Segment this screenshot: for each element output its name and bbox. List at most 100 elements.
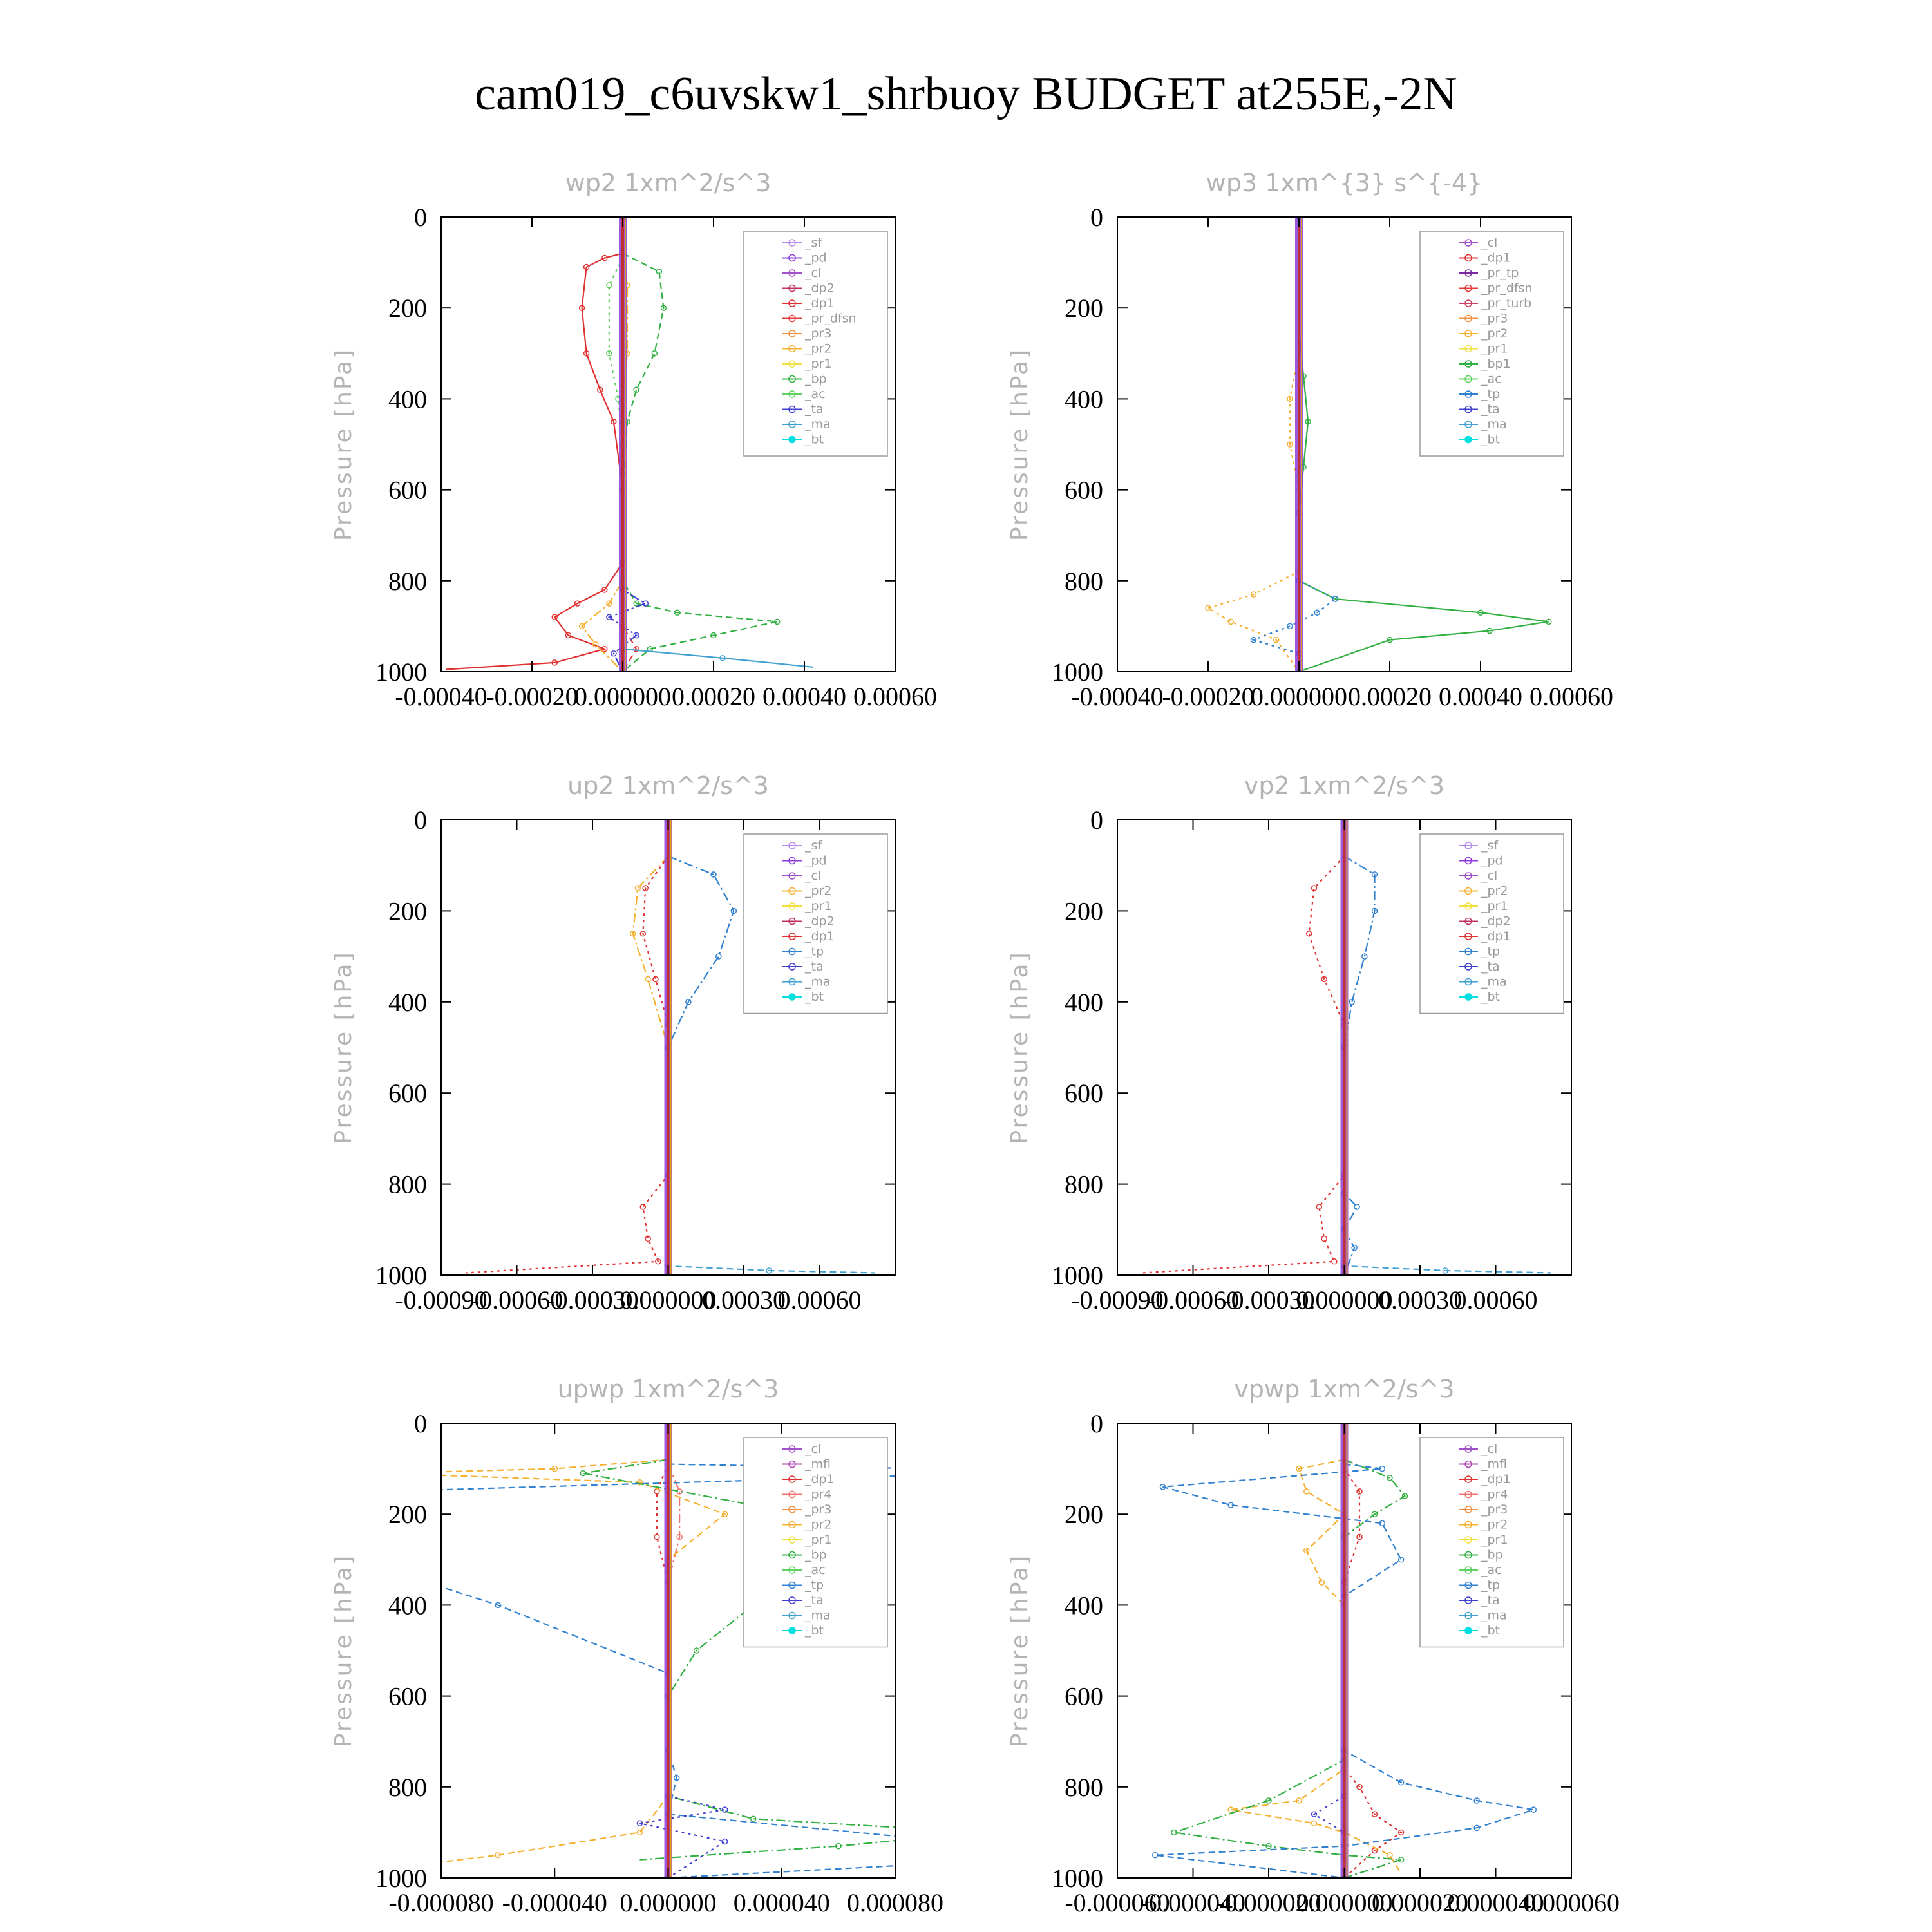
legend-label: _pr4 [1481, 1488, 1508, 1502]
series-marker-pr2 [636, 1479, 643, 1486]
legend-marker-dp1 [1464, 933, 1472, 940]
legend-label: _mfl [1481, 1457, 1507, 1472]
series-marker-pr2 [1205, 605, 1211, 611]
legend-box [1419, 1437, 1564, 1648]
y-tick-label: 800 [1065, 1773, 1103, 1802]
series-marker-bp [1387, 1474, 1393, 1481]
y-axis-label: Pressure [hPa] [330, 951, 357, 1144]
series-marker-dp1 [551, 659, 558, 666]
panel-title: upwp 1xm^2/s^3 [558, 1375, 779, 1403]
legend-marker-bt [788, 435, 796, 444]
series-line-tp [1251, 217, 1337, 672]
y-tick-label: 600 [1065, 1682, 1103, 1711]
legend-marker-ma [788, 1611, 796, 1620]
series-marker-tp [1473, 1797, 1480, 1804]
x-tick-label: -0.00040 [1071, 682, 1163, 711]
legend-marker-dp2 [1464, 917, 1472, 925]
y-tick-label: 1000 [375, 1261, 427, 1290]
y-axis-label: Pressure [hPa] [330, 348, 357, 541]
y-tick-label: 1000 [375, 658, 427, 687]
x-tick-label: 0.00040 [1439, 682, 1522, 711]
series-marker-ta [721, 1838, 728, 1845]
legend-label: _pr_dfsn [804, 312, 857, 326]
series-marker-dp1 [645, 1235, 651, 1242]
series-marker-dp1 [1316, 1204, 1323, 1210]
series-marker-dp1 [597, 386, 603, 393]
legend-marker-pr1 [1464, 1536, 1472, 1544]
legend-label: _dp1 [804, 296, 835, 310]
series-marker-bp [633, 386, 639, 393]
series-marker-dp1 [1356, 1488, 1363, 1495]
legend-label: _bt [1481, 1624, 1500, 1638]
series-marker-tp [1351, 1244, 1358, 1251]
x-tick-label: 0.000000 [620, 1285, 717, 1314]
y-tick-label: 800 [1065, 567, 1103, 596]
legend-marker-ta [788, 963, 796, 971]
legend-label: _mfl [804, 1457, 831, 1472]
panel-title: up2 1xm^2/s^3 [567, 772, 769, 800]
legend-marker-cl [1464, 239, 1472, 247]
legend-box [743, 231, 888, 457]
series-marker-dp1 [1356, 1533, 1363, 1540]
panel-title: wp3 1xm^{3} s^{-4} [1206, 169, 1482, 197]
legend-marker-pd [788, 857, 796, 865]
series-line-pr2 [441, 1459, 726, 1863]
y-tick-label: 600 [1065, 476, 1103, 505]
legend-label: _pr1 [804, 357, 831, 371]
series-marker-pr2 [578, 623, 585, 630]
legend-marker-pr4 [788, 1490, 796, 1499]
series-marker-tp [1397, 1779, 1405, 1786]
series-marker-ta [721, 1806, 728, 1813]
legend-marker-mfl [788, 1460, 796, 1468]
y-tick-label: 400 [1065, 384, 1103, 413]
legend-label: _cl [1481, 236, 1497, 250]
x-tick-label: 0.000020 [1372, 1888, 1468, 1917]
y-tick-label: 400 [1065, 1591, 1103, 1620]
series-marker-ac [606, 282, 612, 289]
legend-marker-bt [788, 993, 796, 1001]
chart-panel-3: up2 1xm^2/s^3 Pressure [hPa] 0 200 400 600 800… [330, 772, 896, 1314]
y-tick-label: 400 [388, 988, 427, 1017]
legend-marker-ta [788, 1596, 796, 1604]
series-marker-dp1 [642, 885, 649, 891]
legend-label: _bp [1481, 1548, 1503, 1562]
series-marker-ta [1311, 1811, 1318, 1817]
chart-panel-1: wp2 1xm^2/s^3 Pressure [hPa] 0 200 400 600 800… [330, 169, 937, 711]
legend-marker-pd [788, 254, 796, 262]
legend-label: _dp1 [1481, 1472, 1511, 1486]
legend-label: _tp [804, 1578, 824, 1593]
series-marker-bp [710, 632, 717, 639]
legend-marker-bp [1464, 1551, 1472, 1559]
x-tick-label: -0.00060 [471, 1285, 563, 1314]
series-marker-bp [835, 1842, 842, 1850]
legend-marker-ma [788, 978, 796, 986]
y-tick-label: 0 [414, 203, 427, 232]
legend-label: _ac [1481, 1563, 1502, 1577]
series-line-pr2 [581, 253, 629, 672]
x-tick-label: -0.00030 [1222, 1285, 1314, 1314]
series-marker-bp [580, 1470, 587, 1477]
series-marker-pr2 [382, 1471, 387, 1476]
panels-container: wp2 1xm^2/s^3 Pressure [hPa] 0 200 400 600 800… [330, 169, 1620, 1917]
legend-label: _pr1 [804, 899, 831, 913]
legend-label: _pd [804, 251, 827, 265]
series-marker-bp1 [1387, 636, 1393, 643]
series-marker-dp1 [583, 350, 590, 357]
series-marker-pr2 [645, 976, 651, 983]
legend-label: _pr3 [1481, 1502, 1508, 1517]
series-marker-dp1 [639, 931, 647, 937]
y-tick-label: 0 [1090, 1409, 1103, 1438]
x-tick-label: 0.00020 [672, 682, 755, 711]
series-marker-ta [636, 1820, 643, 1827]
series-marker-tp [715, 953, 722, 960]
legend-label: _tp [1481, 387, 1500, 401]
series-marker-pr2 [1287, 395, 1293, 402]
series-marker-bp [1171, 1829, 1177, 1836]
series-marker-pr2 [551, 1465, 558, 1472]
legend-label: _tp [1481, 1578, 1500, 1593]
legend-marker-pr4 [1464, 1490, 1472, 1499]
x-tick-label: -0.00040 [395, 682, 487, 711]
legend-label: _bp1 [1481, 357, 1511, 371]
legend-label: _pd [1481, 854, 1503, 868]
